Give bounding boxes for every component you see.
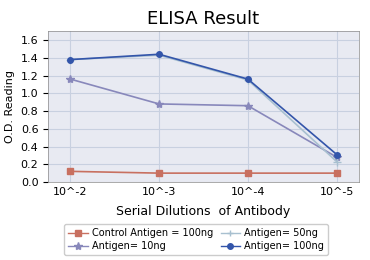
Line: Antigen= 100ng: Antigen= 100ng	[67, 51, 340, 157]
Legend: Control Antigen = 100ng, Antigen= 10ng, Antigen= 50ng, Antigen= 100ng: Control Antigen = 100ng, Antigen= 10ng, …	[64, 224, 328, 255]
Antigen= 10ng	[334, 155, 339, 159]
Control Antigen = 100ng	[334, 172, 339, 175]
Title: ELISA Result: ELISA Result	[147, 10, 260, 28]
Antigen= 10ng	[68, 77, 73, 81]
Antigen= 100ng	[334, 153, 339, 156]
Antigen= 100ng	[68, 58, 73, 61]
Text: Serial Dilutions  of Antibody: Serial Dilutions of Antibody	[117, 205, 290, 218]
Antigen= 10ng	[157, 102, 161, 106]
Control Antigen = 100ng	[246, 172, 250, 175]
Antigen= 50ng	[157, 54, 161, 57]
Antigen= 100ng	[246, 77, 250, 81]
Antigen= 50ng	[68, 58, 73, 61]
Line: Control Antigen = 100ng: Control Antigen = 100ng	[67, 168, 340, 176]
Antigen= 10ng	[246, 104, 250, 107]
Line: Antigen= 50ng: Antigen= 50ng	[66, 51, 341, 166]
Antigen= 50ng	[334, 160, 339, 163]
Line: Antigen= 10ng: Antigen= 10ng	[66, 75, 341, 161]
Antigen= 100ng	[157, 53, 161, 56]
Control Antigen = 100ng	[157, 172, 161, 175]
Y-axis label: O.D. Reading: O.D. Reading	[5, 70, 15, 143]
Antigen= 50ng	[246, 79, 250, 82]
Control Antigen = 100ng	[68, 170, 73, 173]
